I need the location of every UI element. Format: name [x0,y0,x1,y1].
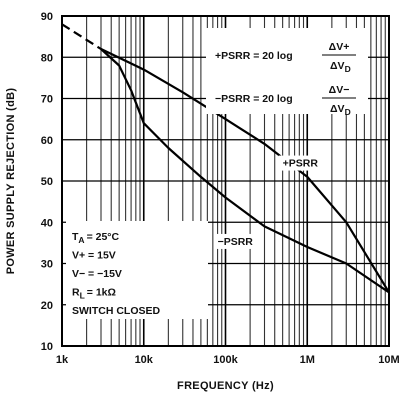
series-line-minus-psrr [100,48,390,294]
series-lines [61,23,390,294]
y-tick-label: 30 [41,259,53,271]
formula-denominator-subscript: D [345,107,351,117]
y-tick-label: 70 [41,94,53,106]
condition-value: = 25°C [87,231,120,243]
condition-main: T [72,231,79,243]
plot-frame [61,15,390,347]
x-tick-label: 1k [56,354,69,366]
y-tick-label: 10 [41,341,53,353]
dashed-low-frequency-line [61,23,102,50]
condition-value: = 1kΩ [87,287,116,299]
tick-labels: 10 20 30 40 50 60 70 80 90 1k 10k 100k 1M 10M [41,11,400,366]
series-label-bg [213,233,255,249]
condition-line: TA = 25°C [72,231,119,245]
x-axis-title: FREQUENCY (Hz) [177,380,274,392]
conditions-box [66,221,208,319]
formula-lhs: +PSRR = 20 log [215,50,293,62]
formula-denominator: ΔVD [330,60,351,74]
formula-lhs: −PSRR = 20 log [215,93,293,105]
x-tick-label: 10k [135,354,154,366]
series-label-minus-psrr: −PSRR [218,236,254,248]
annotations: +PSRR = 20 log ΔV+ ΔVD −PSRR = 20 log ΔV− ΔVD… [66,28,368,319]
formula-denominator: ΔVD [330,103,351,117]
x-tick-label: 100k [213,354,238,366]
condition-line: RL = 1kΩ [72,287,116,301]
condition-main: SWITCH CLOSED [72,305,160,317]
y-tick-label: 40 [41,217,53,229]
y-tick-label: 80 [41,52,53,64]
condition-line: V+ = 15V [72,250,116,262]
y-tick-label: 90 [41,11,53,23]
condition-line: SWITCH CLOSED [72,305,160,317]
x-tick-label: 1M [300,354,315,366]
condition-subscript: L [80,291,85,301]
series-label-plus-psrr: +PSRR [283,158,319,170]
x-tick-label: 10M [378,354,399,366]
condition-subscript: A [78,235,84,245]
formula-numerator: ΔV− [329,84,350,96]
condition-main: V− = −15V [72,268,122,280]
formula-box [206,28,368,114]
y-tick-label: 60 [41,135,53,147]
y-tick-label: 50 [41,176,53,188]
condition-main: V+ = 15V [72,250,116,262]
series-label-bg [278,155,320,171]
condition-line: V− = −15V [72,268,122,280]
formula-numerator: ΔV+ [329,41,350,53]
series-line-plus-psrr [100,48,390,293]
y-axis-title: POWER SUPPLY REJECTION (dB) [5,88,17,275]
formula-denominator-subscript: D [345,64,351,74]
y-tick-label: 20 [41,300,53,312]
condition-main: R [72,287,80,299]
